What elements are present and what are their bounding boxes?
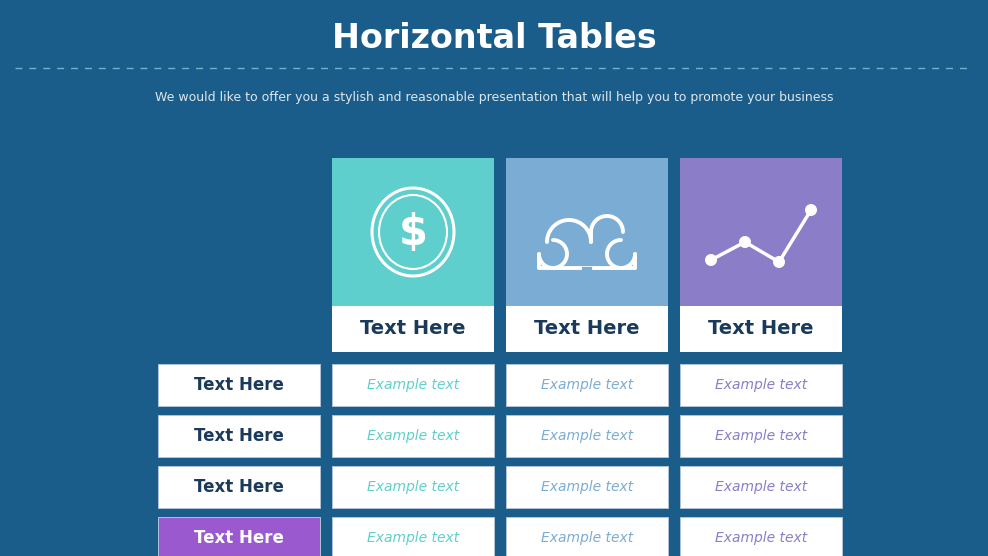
Text: $: $ [398,212,428,254]
FancyBboxPatch shape [680,306,842,352]
FancyBboxPatch shape [506,306,668,352]
FancyBboxPatch shape [506,517,668,556]
Circle shape [739,236,751,248]
FancyBboxPatch shape [680,158,842,306]
Text: Horizontal Tables: Horizontal Tables [332,22,656,54]
Text: Example text: Example text [715,531,807,545]
FancyBboxPatch shape [506,364,668,406]
Text: Example text: Example text [367,531,459,545]
FancyBboxPatch shape [680,517,842,556]
FancyBboxPatch shape [332,415,494,457]
Text: Example text: Example text [715,429,807,443]
FancyBboxPatch shape [506,466,668,508]
Text: Text Here: Text Here [194,427,284,445]
FancyBboxPatch shape [680,415,842,457]
Text: Example text: Example text [715,480,807,494]
Text: Text Here: Text Here [194,376,284,394]
Text: Example text: Example text [715,378,807,392]
FancyBboxPatch shape [332,466,494,508]
FancyBboxPatch shape [158,415,320,457]
FancyBboxPatch shape [332,364,494,406]
FancyBboxPatch shape [542,215,632,265]
FancyBboxPatch shape [332,306,494,352]
Circle shape [805,204,817,216]
FancyBboxPatch shape [506,158,668,306]
Text: Text Here: Text Here [708,320,814,339]
Text: Text Here: Text Here [361,320,465,339]
Text: Example text: Example text [367,429,459,443]
Text: Example text: Example text [540,531,633,545]
FancyBboxPatch shape [332,158,494,306]
Circle shape [705,254,717,266]
Text: Text Here: Text Here [194,529,284,547]
FancyBboxPatch shape [158,466,320,508]
Text: Example text: Example text [367,480,459,494]
Text: Example text: Example text [540,480,633,494]
FancyBboxPatch shape [506,415,668,457]
FancyBboxPatch shape [158,517,320,556]
FancyBboxPatch shape [680,466,842,508]
Text: Example text: Example text [367,378,459,392]
Text: Example text: Example text [540,378,633,392]
Text: Text Here: Text Here [194,478,284,496]
FancyBboxPatch shape [158,364,320,406]
Text: We would like to offer you a stylish and reasonable presentation that will help : We would like to offer you a stylish and… [155,92,833,105]
Text: Example text: Example text [540,429,633,443]
FancyBboxPatch shape [332,517,494,556]
Text: Text Here: Text Here [535,320,640,339]
FancyBboxPatch shape [680,364,842,406]
Circle shape [773,256,785,268]
